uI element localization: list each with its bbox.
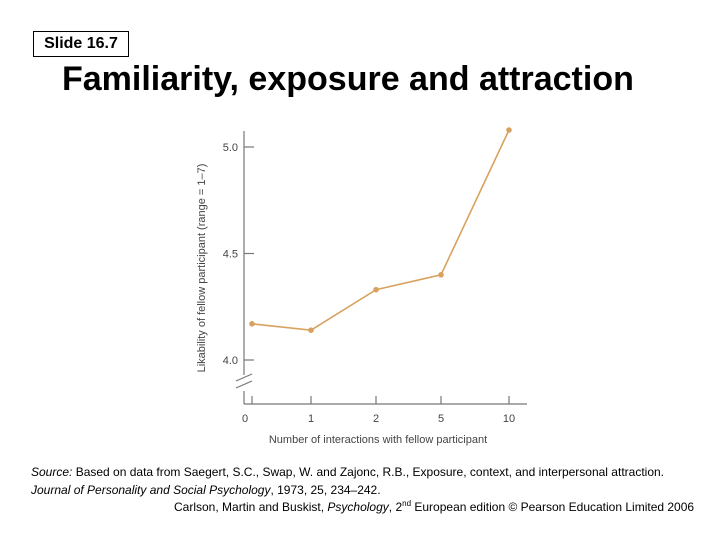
x-tick-label: 10 [503,413,515,425]
x-tick-label: 2 [373,413,379,425]
data-point [438,272,444,278]
y-tick-label: 4.0 [223,355,238,367]
x-tick-label: 0 [242,413,248,425]
x-tick-label: 5 [438,413,444,425]
slide-number-label: Slide 16.7 [33,31,129,57]
source-text: Based on data from Saegert, S.C., Swap, … [72,465,665,479]
series-line [251,129,510,332]
credit-comma: , [388,500,396,514]
y-axis-break-mark [235,380,253,389]
credit-book: Psychology [327,500,389,514]
credit-edition-suffix: nd [402,499,412,508]
x-tick-label: 1 [308,413,314,425]
slide-title: Familiarity, exposure and attraction [62,60,634,98]
journal-name: Journal of Personality and Social Psycho… [31,483,271,497]
x-axis-title: Number of interactions with fellow parti… [269,434,487,446]
credit-authors: Carlson, Martin and Buskist, [174,500,328,514]
y-axis-title: Likability of fellow participant (range … [196,164,208,373]
source-prefix: Source: [31,465,73,479]
source-citation: Source: Based on data from Saegert, S.C.… [31,463,664,499]
data-point [308,327,314,334]
credit-rest: European edition © Pearson Education Lim… [411,500,695,514]
y-tick-label: 5.0 [223,142,238,154]
credit-line: Carlson, Martin and Buskist, Psychology,… [174,499,694,514]
credit-edition-number: 2 [395,500,403,514]
data-point [373,286,379,293]
data-point [506,127,512,133]
data-point [249,321,255,327]
y-tick-label: 4.5 [223,249,238,261]
journal-details: , 1973, 25, 234–242. [270,483,381,497]
y-axis-break-mark [235,373,253,382]
